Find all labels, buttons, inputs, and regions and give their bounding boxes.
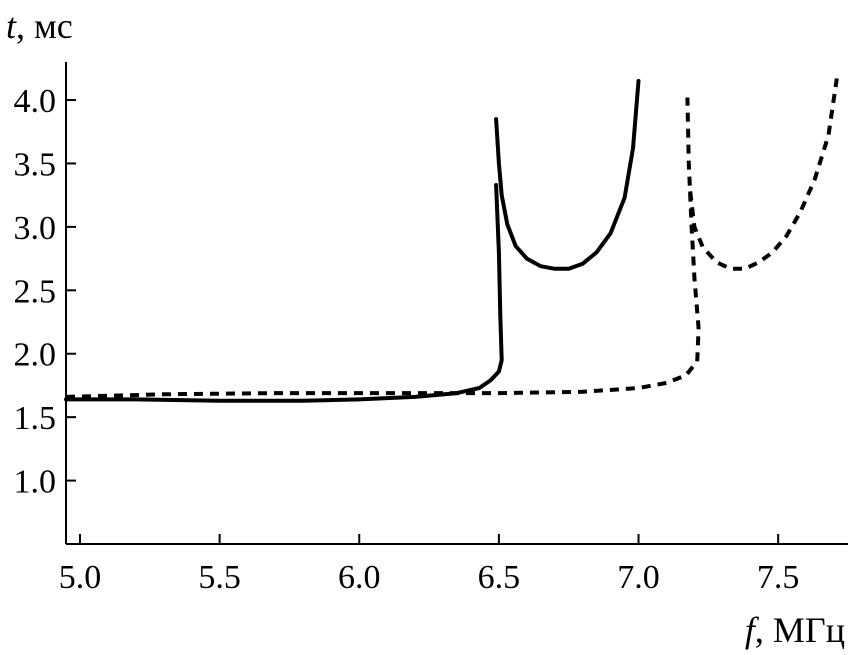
y-axis-title: t, мс	[6, 6, 73, 46]
y-tick-label: 1.0	[14, 464, 57, 501]
y-tick-label: 3.0	[14, 210, 57, 247]
y-tick-label: 2.0	[14, 337, 57, 374]
x-axis-title: f, МГц	[745, 610, 845, 650]
x-tick-label: 6.0	[338, 559, 381, 596]
x-tick-label: 5.0	[59, 559, 102, 596]
x-tick-label: 7.5	[757, 559, 800, 596]
x-tick-label: 7.0	[617, 559, 660, 596]
plot-lines	[64, 78, 839, 403]
y-ticks: 1.0 1.5 2.0 2.5 3.0 3.5 4.0	[14, 83, 76, 501]
x-ticks: 5.0 5.5 6.0 6.5 7.0 7.5	[59, 534, 800, 596]
series-dashed-line	[688, 78, 839, 271]
series-dashed-line	[65, 97, 701, 399]
series-solid-line	[494, 79, 641, 271]
y-axis-symbol: t	[6, 6, 17, 46]
y-tick-label: 1.5	[14, 400, 57, 437]
series-solid-line	[64, 183, 504, 403]
x-tick-label: 6.5	[478, 559, 521, 596]
y-tick-label: 4.0	[14, 83, 57, 120]
y-axis-unit: , мс	[16, 6, 73, 46]
y-tick-label: 2.5	[14, 273, 57, 310]
x-axis-unit: , МГц	[755, 610, 845, 650]
x-tick-label: 5.5	[198, 559, 241, 596]
y-tick-label: 3.5	[14, 146, 57, 183]
